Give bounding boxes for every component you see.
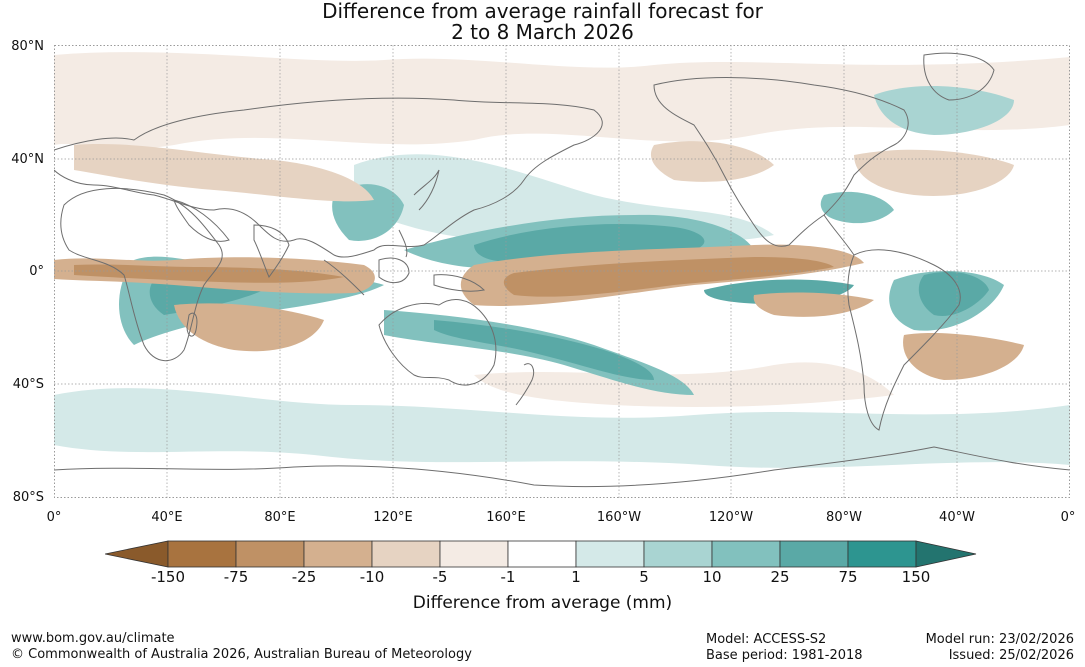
colorbar-segment [371, 540, 441, 568]
lon-label-120w: 120°W [708, 510, 754, 525]
wet-band-spcz-core [434, 320, 654, 380]
lon-label-120e: 120°E [373, 510, 413, 525]
colorbar-extend-low [105, 540, 169, 568]
footer-copyright: © Commonwealth of Australia 2026, Austra… [11, 647, 472, 662]
colorbar-tick-label: 75 [838, 568, 858, 586]
lon-label-160w: 160°W [596, 510, 642, 525]
colorbar-tick-label: 25 [770, 568, 790, 586]
colorbar-segment [779, 540, 849, 568]
coastline-greenland [923, 52, 995, 101]
coastline-madagascar [186, 312, 198, 337]
lat-label-40n: 40°N [11, 152, 44, 167]
map-graticule [54, 45, 1070, 498]
rainfall-anomaly-fields [54, 52, 1070, 468]
dry-area-north-atlantic [854, 149, 1014, 196]
dry-area-eurasia [74, 143, 374, 202]
dry-band-equatorial-pacific-core [503, 257, 834, 297]
dry-area-southern-africa-ocean [174, 303, 324, 352]
footer-model-run: Model run: 23/02/2026 [925, 632, 1074, 647]
coastline-central-america [823, 214, 855, 256]
footer-issued: Issued: 25/02/2026 [948, 648, 1074, 663]
colorbar-tick-label: -75 [223, 568, 249, 586]
colorbar-segment [303, 540, 373, 568]
colorbar-tick-label: 1 [571, 568, 581, 586]
coastline-sumatra [323, 259, 365, 296]
coastline-philippines [398, 229, 408, 258]
colorbar-tick-label: -150 [150, 568, 186, 586]
lon-label-40e: 40°E [151, 510, 183, 525]
lon-label-160e: 160°E [486, 510, 526, 525]
colorbar-segment [643, 540, 713, 568]
coastline-borneo [378, 257, 410, 283]
colorbar-segment [235, 540, 305, 568]
footer-url: www.bom.gov.au/climate [11, 631, 175, 646]
lat-label-40s: 40°S [12, 377, 44, 392]
coastlines [54, 52, 1070, 488]
colorbar-segment [711, 540, 781, 568]
wet-area-north-atlantic [874, 85, 1014, 135]
wet-area-southern-ocean [54, 388, 1070, 468]
rainfall-anomaly-map [54, 45, 1070, 498]
coastline-africa [60, 188, 223, 362]
coastline-australia [378, 299, 497, 386]
lon-label-80e: 80°E [264, 510, 296, 525]
colorbar-extend-high [915, 540, 977, 568]
coastline-eurasia [54, 97, 603, 258]
map-frame [54, 45, 1070, 498]
dry-area-northern-extratropics [54, 52, 1070, 149]
colorbar-tick-label: 10 [702, 568, 722, 586]
coastline-arabia [173, 199, 230, 242]
colorbar-segment [167, 540, 237, 568]
colorbar-tick-label: -10 [359, 568, 385, 586]
colorbar [105, 540, 977, 568]
colorbar-tick-label: -25 [291, 568, 317, 586]
lon-label-0-east-edge: 0° [1060, 510, 1076, 525]
colorbar-tick-label: 150 [901, 568, 931, 586]
colorbar-segment [847, 540, 917, 568]
coastline-new-guinea [433, 274, 486, 292]
dry-band-indian-ocean-core [74, 264, 344, 283]
coastline-north-america [653, 77, 909, 247]
dry-area-north-america [650, 141, 774, 182]
colorbar-segment [439, 540, 509, 568]
colorbar-segment [507, 540, 577, 568]
wet-area-gulf-of-mexico [820, 191, 894, 224]
coastline-new-zealand [515, 363, 535, 406]
footer-model: Model: ACCESS-S2 [706, 632, 827, 647]
map-title-line2: 2 to 8 March 2026 [451, 20, 634, 44]
colorbar-tick-label: 5 [639, 568, 649, 586]
coastline-antarctica [54, 446, 1070, 488]
colorbar-tick-label: -5 [432, 568, 448, 586]
coastline-india [253, 224, 290, 279]
colorbar-title: Difference from average (mm) [412, 593, 673, 613]
lat-label-80n: 80°N [11, 39, 44, 54]
map-title-line1: Difference from average rainfall forecas… [322, 0, 763, 23]
wet-area-south-america [918, 271, 989, 316]
lat-label-equator: 0° [29, 264, 44, 279]
dry-area-east-pacific [753, 292, 874, 317]
dry-area-south-atlantic [903, 333, 1024, 380]
lon-label-80w: 80°W [826, 510, 862, 525]
footer-base-period: Base period: 1981-2018 [706, 648, 863, 663]
coastline-south-america [847, 249, 961, 431]
colorbar-tick-label: -1 [500, 568, 516, 586]
lat-label-80s: 80°S [12, 490, 44, 505]
lon-label-40w: 40°W [939, 510, 975, 525]
lon-label-0-west-edge: 0° [46, 510, 62, 525]
colorbar-segment [575, 540, 645, 568]
coastline-japan [413, 169, 440, 211]
